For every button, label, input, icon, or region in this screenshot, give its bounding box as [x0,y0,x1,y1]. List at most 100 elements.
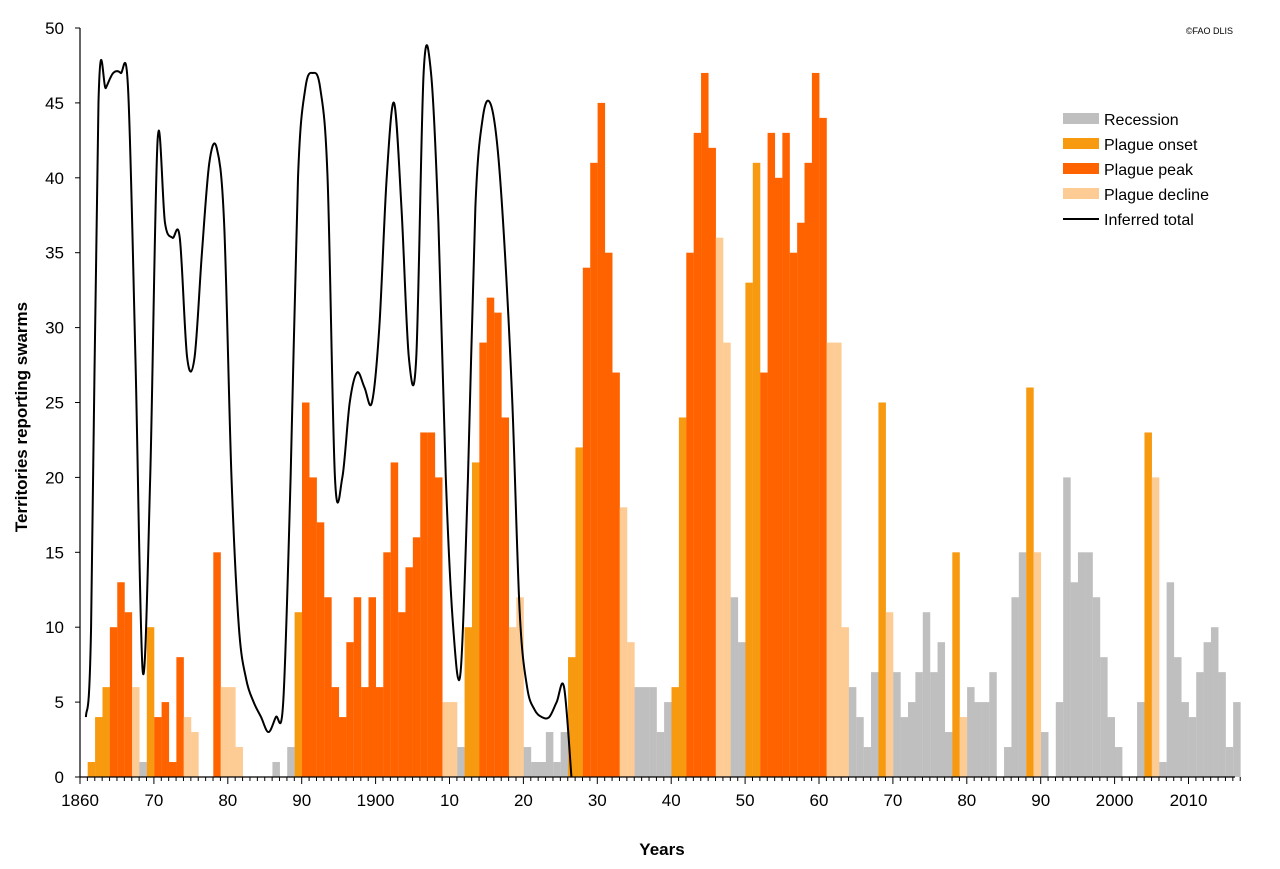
x-tick-label-1900: 1900 [357,791,395,810]
bar-onset-2004 [1144,432,1152,777]
bar-recession-1920 [523,747,532,777]
bar-recession-1967 [871,672,879,777]
bar-peak-1952 [760,372,768,777]
bar-peak-1872 [168,762,177,777]
bar-peak-1959 [811,72,820,777]
bar-decline-1961 [826,342,835,777]
bar-peak-1906 [420,432,428,777]
bar-recession-1939 [664,702,672,777]
y-axis-title: Territories reporting swarms [12,302,31,532]
bar-recession-2009 [1181,702,1189,777]
bar-recession-2000 [1114,747,1123,777]
bar-recession-1949 [738,642,746,777]
bar-peak-1945 [708,147,716,778]
bar-recession-2016 [1233,702,1241,777]
bar-decline-2005 [1151,477,1160,777]
bar-peak-1907 [427,432,436,777]
bar-peak-1928 [582,267,591,777]
bar-recession-1970 [893,672,901,777]
bar-decline-1909 [442,702,450,777]
bar-decline-1881 [235,747,243,777]
x-tick-label-1920: 20 [514,791,533,810]
bar-onset-1926 [568,657,576,777]
bar-decline-1963 [841,627,849,777]
x-tick-label-1980: 80 [957,791,976,810]
bar-decline-1947 [723,342,731,777]
bar-peak-1932 [612,372,620,777]
bar-peak-1890 [302,402,310,777]
bar-recession-1998 [1100,657,1108,777]
bar-peak-1915 [486,297,495,777]
bar-recession-1911 [457,747,465,777]
bar-recession-1868 [139,762,147,777]
bar-recession-2007 [1166,582,1175,777]
bar-peak-1914 [479,342,487,777]
bar-peak-1930 [597,102,606,777]
bar-decline-1989 [1033,552,1042,777]
bar-onset-1941 [678,417,687,777]
bar-recession-2015 [1225,747,1234,777]
bar-peak-1895 [338,717,347,777]
credit-text: ©FAO DLIS [1186,26,1233,36]
bar-peak-1942 [686,252,694,777]
bar-recession-1997 [1092,597,1101,777]
bar-onset-1978 [952,552,960,777]
legend-label-decline: Plague decline [1104,187,1209,204]
bar-peak-1955 [782,132,790,778]
legend-swatch-peak [1063,163,1099,174]
bar-recession-1924 [553,762,561,777]
inferred-total-line [84,44,573,778]
bar-peak-1871 [161,702,170,777]
bar-peak-1958 [804,162,813,777]
bar-recession-2014 [1218,672,1226,777]
bar-recession-1971 [900,717,909,777]
bar-peak-1878 [213,552,221,777]
bar-peak-1870 [154,717,162,777]
bar-onset-1988 [1026,387,1034,777]
bar-peak-1898 [361,687,369,777]
bar-peak-1902 [390,462,399,777]
bar-decline-1918 [508,627,517,777]
bar-recession-2012 [1203,642,1212,777]
bar-onset-1863 [102,687,110,777]
bar-decline-1962 [834,342,842,777]
bar-peak-1899 [368,597,376,777]
bar-recession-1888 [287,747,295,777]
bar-decline-1933 [619,507,628,777]
bar-recession-1976 [937,642,946,777]
y-tick-label-0: 0 [55,768,64,787]
bar-onset-1869 [146,627,155,777]
bars-layer [87,72,1241,778]
bar-recession-1990 [1041,732,1049,777]
bar-decline-1919 [516,597,524,777]
x-axis-title: Years [639,840,684,859]
x-tick-label-1930: 30 [588,791,607,810]
bar-recession-1992 [1055,702,1064,777]
bar-peak-1903 [398,612,406,777]
bar-peak-1944 [701,72,709,777]
bar-decline-1910 [449,702,458,777]
legend-label-total: Inferred total [1104,212,1194,229]
bar-recession-1999 [1107,717,1115,777]
bar-recession-1993 [1063,477,1071,777]
bar-recession-1972 [907,702,916,777]
bar-peak-1900 [375,687,384,777]
legend-label-onset: Plague onset [1104,137,1198,154]
bar-recession-1973 [915,672,923,777]
y-tick-label-5: 5 [55,693,64,712]
bar-recession-1936 [641,687,650,777]
bar-peak-1960 [819,117,827,777]
bar-recession-1923 [545,732,554,777]
x-tick-label-1990: 90 [1031,791,1050,810]
bar-onset-1940 [671,687,679,777]
bar-onset-1927 [575,447,583,777]
bar-recession-1886 [272,762,280,777]
bar-recession-1994 [1070,582,1079,777]
bar-peak-1896 [346,642,354,777]
x-tick-label-1870: 70 [144,791,163,810]
legend-label-peak: Plague peak [1104,162,1194,179]
legend-swatch-onset [1063,138,1099,149]
bar-peak-1864 [109,627,118,777]
bar-onset-1951 [752,162,761,777]
